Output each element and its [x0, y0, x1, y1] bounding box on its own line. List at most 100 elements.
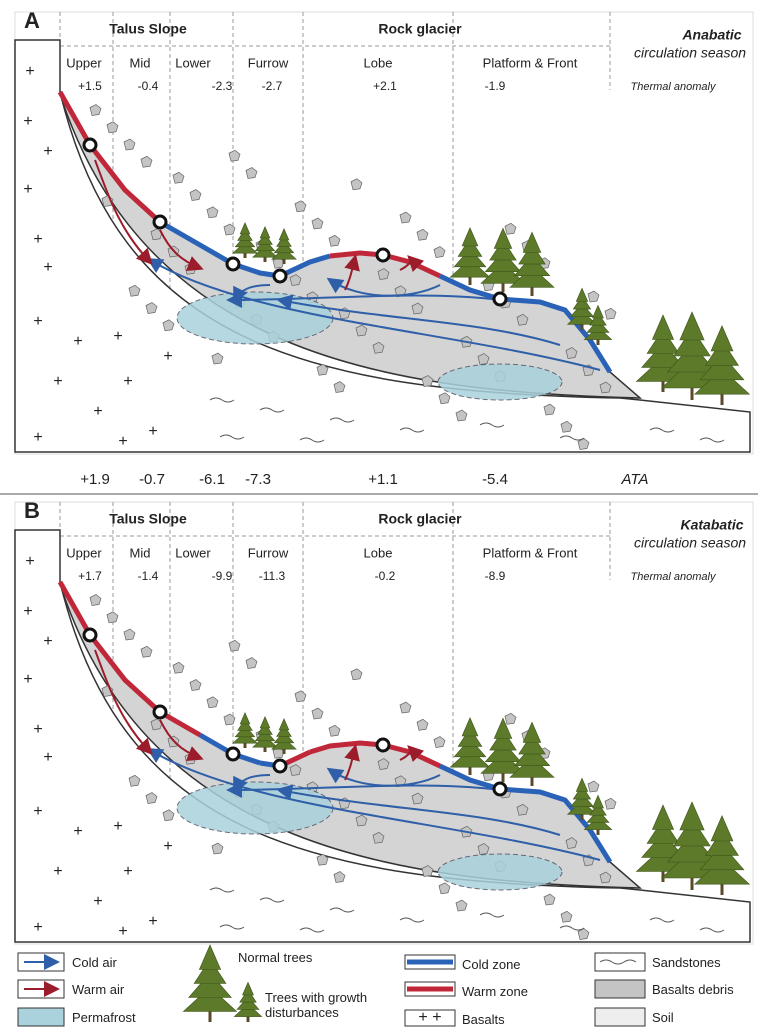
legend-label: Permafrost — [72, 1010, 136, 1025]
debris-clast — [295, 691, 306, 702]
tree-trunk — [581, 324, 584, 330]
thermal-anomaly: -2.7 — [262, 79, 283, 93]
tree-foliage — [260, 227, 270, 238]
legend-label: Cold air — [72, 955, 117, 970]
measurement-point — [227, 258, 239, 270]
debris-clast — [207, 697, 218, 708]
debris-clast — [173, 662, 184, 673]
debris-clast — [417, 229, 428, 240]
debris-clast — [588, 291, 599, 302]
tree-trunk — [581, 814, 584, 820]
legend-basalts: + + — [418, 1009, 441, 1026]
thermal-anomaly: -1.9 — [485, 79, 506, 93]
ata-value: -0.7 — [139, 471, 165, 488]
zone-label: Mid — [130, 55, 151, 70]
legend-label: Warm air — [72, 982, 124, 997]
tree-foliage — [240, 713, 250, 724]
basalt-symbol: + — [43, 259, 52, 276]
legend-permafrost — [18, 1008, 64, 1026]
legend-label: Cold zone — [462, 957, 521, 972]
debris-clast — [107, 122, 118, 133]
basalt-symbol: + — [43, 143, 52, 160]
zone-label: Lower — [175, 545, 211, 560]
tree-foliage — [243, 982, 254, 995]
measurement-point — [154, 216, 166, 228]
basalt-symbol: + — [33, 919, 42, 936]
debris-clast — [141, 646, 152, 657]
debris-clast — [107, 612, 118, 623]
tree-foliage — [593, 795, 604, 808]
debris-clast — [588, 781, 599, 792]
zone-label: Furrow — [248, 55, 289, 70]
debris-clast — [434, 737, 445, 748]
debris-clast — [605, 798, 616, 809]
legend-soil — [595, 1008, 645, 1026]
basalt-symbol: + — [33, 231, 42, 248]
basalt-symbol: + — [118, 433, 127, 450]
basalt-symbol: + — [33, 721, 42, 738]
tree-trunk — [283, 259, 286, 264]
tree-foliage — [279, 229, 289, 240]
zone-label: Mid — [130, 545, 151, 560]
zone-label: Lobe — [364, 545, 393, 560]
tree-trunk — [531, 777, 534, 786]
basalt-symbol: + — [33, 803, 42, 820]
basalt-symbol: + — [148, 913, 157, 930]
debris-clast — [605, 308, 616, 319]
zone-label: Lower — [175, 55, 211, 70]
ata-value: -6.1 — [199, 471, 225, 488]
zone-label: Upper — [66, 55, 102, 70]
debris-clast — [124, 139, 135, 150]
tree-trunk — [469, 767, 472, 775]
tree-trunk — [264, 747, 267, 752]
thermal-anomaly: -1.4 — [138, 569, 159, 583]
basalt-symbol: + — [43, 749, 52, 766]
tree-trunk — [244, 743, 247, 748]
basalt-symbol: + — [113, 818, 122, 835]
tree-trunk — [244, 253, 247, 258]
anomaly-title: Thermal anomaly — [631, 81, 717, 93]
measurement-point — [377, 249, 389, 261]
debris-clast — [417, 719, 428, 730]
measurement-point — [154, 706, 166, 718]
thermal-anomaly: -9.9 — [212, 569, 233, 583]
debris-clast — [400, 212, 411, 223]
zone-label: Platform & Front — [483, 55, 578, 70]
zone-label: Platform & Front — [483, 545, 578, 560]
tree-foliage — [711, 326, 733, 351]
tree-foliage — [680, 802, 704, 830]
debris-clast — [434, 247, 445, 258]
thermal-anomaly: -8.9 — [485, 569, 506, 583]
basalt-symbol: + — [123, 863, 132, 880]
legend-label: Warm zone — [462, 984, 528, 999]
basalt-symbol: + — [33, 313, 42, 330]
basalt-symbol: + — [23, 603, 32, 620]
basalt-symbol: + — [73, 823, 82, 840]
tree-trunk — [597, 340, 600, 345]
basalt-symbol: + — [118, 923, 127, 940]
diagram: ATalus SlopeRock glacierUpperMidLowerFur… — [0, 0, 758, 1030]
tree-trunk — [247, 1017, 250, 1022]
debris-clast — [141, 156, 152, 167]
basalt-symbol: + — [163, 838, 172, 855]
tree-foliage — [240, 223, 250, 234]
debris-clast — [229, 640, 240, 651]
debris-clast — [90, 595, 101, 606]
group-label: Rock glacier — [378, 21, 462, 37]
tree-trunk — [283, 749, 286, 754]
tree-trunk — [597, 830, 600, 835]
basalt-symbol: + — [25, 553, 34, 570]
season-text: circulation season — [634, 535, 746, 551]
basalt-symbol: + — [33, 429, 42, 446]
debris-clast — [295, 201, 306, 212]
panel: ATalus SlopeRock glacierUpperMidLowerFur… — [15, 8, 753, 454]
debris-clast — [173, 172, 184, 183]
thermal-anomaly: -11.3 — [259, 569, 286, 583]
tree-trunk — [209, 1012, 212, 1023]
tree-trunk — [264, 257, 267, 262]
legend-label: Normal trees — [238, 950, 312, 965]
measurement-point — [274, 270, 286, 282]
tree-trunk — [531, 287, 534, 296]
tree-trunk — [691, 388, 694, 400]
tree-foliage — [711, 816, 733, 841]
